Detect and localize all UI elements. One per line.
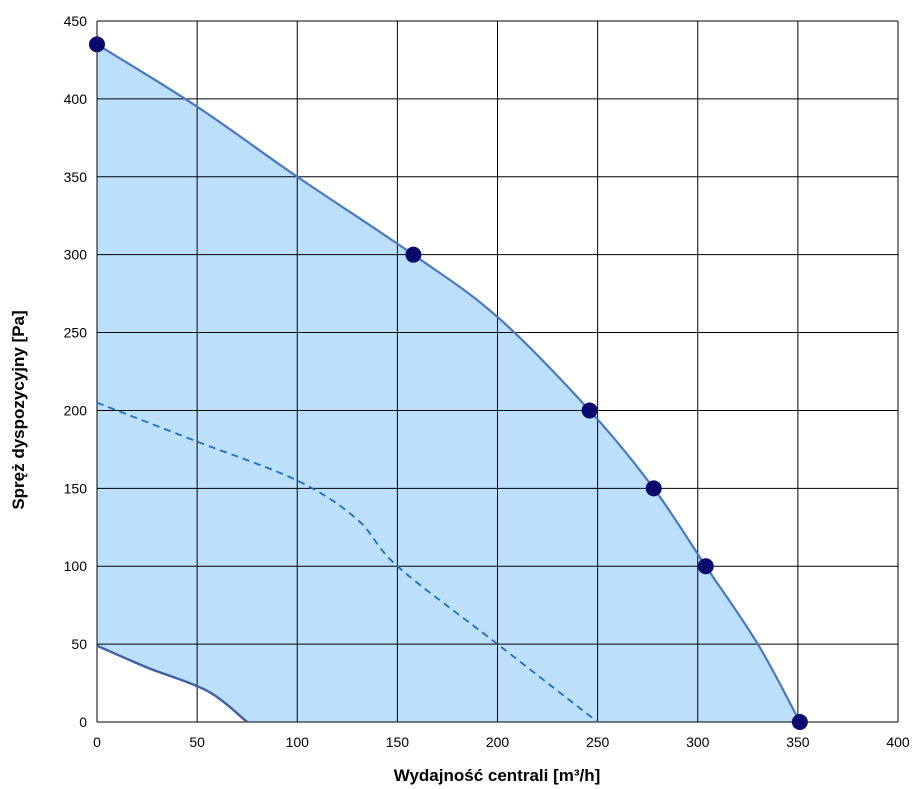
x-tick-label: 300 (686, 734, 710, 750)
area-fill (97, 44, 800, 723)
markers (89, 36, 808, 730)
y-tick-label: 350 (64, 169, 88, 185)
series (96, 43, 801, 723)
x-tick-label: 150 (386, 734, 410, 750)
y-axis-ticks: 0 50 100 150 200 250 300 350 400 450 (64, 13, 88, 730)
grid (96, 20, 899, 723)
data-point (405, 246, 422, 263)
x-tick-label: 50 (189, 734, 205, 750)
x-axis-label: Wydajność centrali [m³/h] (394, 766, 601, 785)
operating-area (97, 44, 800, 723)
y-tick-label: 300 (64, 247, 88, 263)
x-tick-label: 200 (486, 734, 510, 750)
min-curve-line (96, 644, 248, 723)
y-axis-label: Spręż dyspozycyjny [Pa] (9, 310, 28, 509)
y-tick-label: 50 (71, 636, 87, 652)
y-tick-label: 150 (64, 480, 88, 496)
data-point (791, 714, 808, 730)
x-tick-label: 0 (93, 734, 101, 750)
data-point (697, 558, 714, 575)
y-tick-label: 450 (64, 13, 88, 29)
data-point (581, 402, 598, 419)
data-point (89, 36, 105, 53)
y-tick-label: 250 (64, 325, 88, 341)
y-tick-label: 100 (64, 558, 88, 574)
y-tick-label: 400 (64, 91, 88, 107)
data-point (645, 480, 662, 497)
x-tick-label: 250 (586, 734, 610, 750)
x-tick-label: 350 (786, 734, 810, 750)
x-axis-ticks: 0 50 100 150 200 250 300 350 400 (93, 734, 910, 750)
max-curve-line (96, 43, 801, 723)
y-tick-label: 200 (64, 402, 88, 418)
y-tick-label: 0 (79, 714, 87, 730)
x-tick-label: 400 (886, 734, 910, 750)
x-tick-label: 100 (286, 734, 310, 750)
